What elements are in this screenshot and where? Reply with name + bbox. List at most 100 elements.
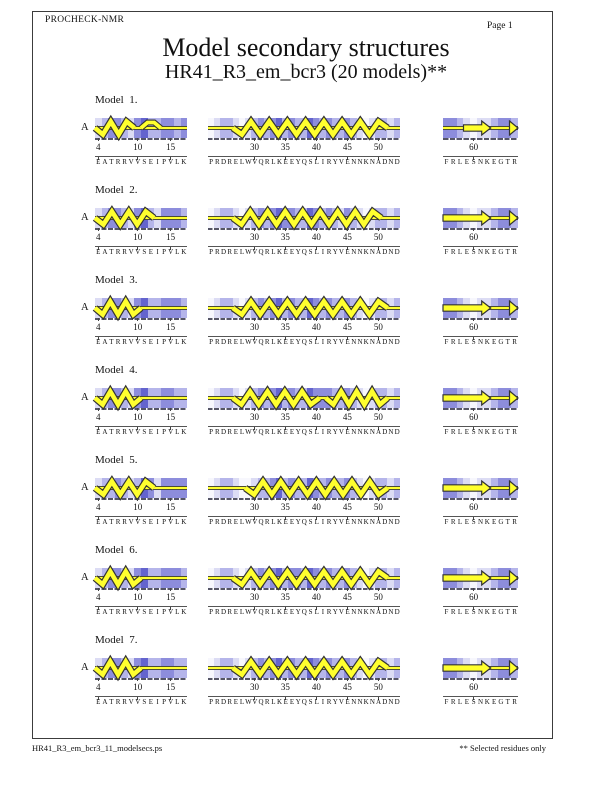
ruler-tick bbox=[473, 246, 475, 250]
sequence-letter: I bbox=[156, 248, 159, 256]
sequence-letter: S bbox=[471, 338, 476, 346]
axis-tick bbox=[473, 588, 475, 591]
sequence-letter: L bbox=[175, 338, 180, 346]
sequence-letter: S bbox=[471, 248, 476, 256]
sequence-letter: K bbox=[277, 338, 283, 346]
ruler-tick bbox=[137, 696, 139, 700]
axis-tick bbox=[377, 588, 379, 591]
sequence-letter: A bbox=[102, 428, 108, 436]
sequence-letter: L bbox=[239, 158, 245, 166]
ruler-tick bbox=[377, 246, 379, 250]
model-block: Model 7. A 4 10 15 E A T R R V V S E I P V L K 30 35 40 45 50 P R… bbox=[0, 634, 612, 725]
structure-svg bbox=[208, 295, 400, 321]
ruler-tick bbox=[170, 516, 172, 520]
ruler-tick bbox=[377, 696, 379, 700]
sequence-letter: I bbox=[321, 248, 325, 256]
band-dash-strip bbox=[208, 318, 400, 320]
strand-arrow-icon bbox=[442, 479, 492, 497]
axis-tick bbox=[170, 138, 172, 141]
sequence-letter: E bbox=[464, 698, 469, 706]
sequence-letter: V bbox=[135, 518, 141, 526]
ruler-line bbox=[208, 336, 400, 337]
sequence-letter: R bbox=[512, 158, 517, 166]
ruler-tick bbox=[315, 696, 317, 700]
sequence-letter: D bbox=[220, 428, 226, 436]
sequence-letter: K bbox=[277, 158, 283, 166]
ruler-tick bbox=[170, 156, 172, 160]
ruler-tick bbox=[170, 336, 172, 340]
sequence-letter: I bbox=[156, 698, 159, 706]
axis-number: 60 bbox=[469, 682, 479, 692]
axis-number: 45 bbox=[342, 682, 352, 692]
sequence-letter: P bbox=[209, 698, 214, 706]
sequence-letter: Q bbox=[301, 428, 307, 436]
model-label: Model 1. bbox=[95, 94, 138, 106]
structure-svg bbox=[92, 654, 187, 682]
sequence-letter: L bbox=[314, 338, 319, 346]
ruler-tick bbox=[377, 336, 379, 340]
sequence-letter: G bbox=[498, 248, 504, 256]
sequence-letter: N bbox=[477, 338, 483, 346]
sequence-letter: A bbox=[102, 158, 108, 166]
sequence-letter: R bbox=[122, 338, 127, 346]
sequence-letter: D bbox=[382, 158, 388, 166]
sequence-letter: R bbox=[512, 338, 517, 346]
ruler-line bbox=[95, 156, 187, 157]
axis-tick bbox=[284, 408, 286, 411]
helix-ribbon bbox=[324, 387, 390, 410]
sequence-letter: R bbox=[122, 518, 127, 526]
sequence-letter: V bbox=[338, 518, 344, 526]
sequence-letter: N bbox=[357, 248, 363, 256]
structure-svg bbox=[208, 655, 400, 681]
sequence-letter: Y bbox=[332, 698, 338, 706]
sequence-letter: R bbox=[264, 428, 270, 436]
axis-tick bbox=[473, 138, 475, 141]
axis-number: 30 bbox=[249, 502, 259, 512]
ruler-tick bbox=[473, 336, 475, 340]
ruler-line bbox=[95, 696, 187, 697]
sequence-letter: Y bbox=[295, 518, 301, 526]
structure-svg bbox=[208, 475, 400, 501]
sequence-letter: T bbox=[109, 338, 114, 346]
axis-tick bbox=[170, 228, 172, 231]
axis-number: 40 bbox=[311, 412, 321, 422]
sequence-letter: S bbox=[142, 698, 147, 706]
sequence-letter: A bbox=[102, 248, 108, 256]
sequence-letter: P bbox=[162, 698, 167, 706]
axis-number: 35 bbox=[280, 322, 290, 332]
sequence-letter: T bbox=[109, 428, 114, 436]
sequence-letter: Y bbox=[332, 338, 338, 346]
sequence-letter: K bbox=[363, 248, 369, 256]
sequence-letter: V bbox=[168, 248, 174, 256]
sequence-letter: E bbox=[345, 518, 350, 526]
ruler-line bbox=[443, 606, 518, 607]
sequence-letter: N bbox=[351, 698, 357, 706]
sequence-letter: S bbox=[308, 518, 313, 526]
sequence-letter: N bbox=[357, 608, 363, 616]
sequence-letter: T bbox=[505, 698, 510, 706]
ruler-line bbox=[443, 246, 518, 247]
sequence-letter: Y bbox=[332, 608, 338, 616]
sequence-letter: F bbox=[444, 608, 449, 616]
model-label: Model 6. bbox=[95, 544, 138, 556]
axis-number: 4 bbox=[96, 682, 101, 692]
axis-number: 30 bbox=[249, 232, 259, 242]
axis-tick bbox=[473, 408, 475, 411]
sequence-letter: L bbox=[271, 608, 276, 616]
axis-number: 15 bbox=[166, 502, 176, 512]
band-dash-strip bbox=[208, 228, 400, 230]
strand-arrow-icon bbox=[442, 659, 492, 677]
sequence-letter: S bbox=[308, 608, 313, 616]
sequence-letter: I bbox=[321, 428, 325, 436]
sequence-letter: E bbox=[148, 428, 154, 436]
axis-number: 50 bbox=[373, 142, 383, 152]
sequence-letter: K bbox=[484, 608, 490, 616]
sequence-letter: R bbox=[115, 248, 121, 256]
sequence-letter: W bbox=[245, 338, 252, 346]
axis-tick bbox=[253, 318, 255, 321]
sequence-letter: Y bbox=[332, 428, 338, 436]
